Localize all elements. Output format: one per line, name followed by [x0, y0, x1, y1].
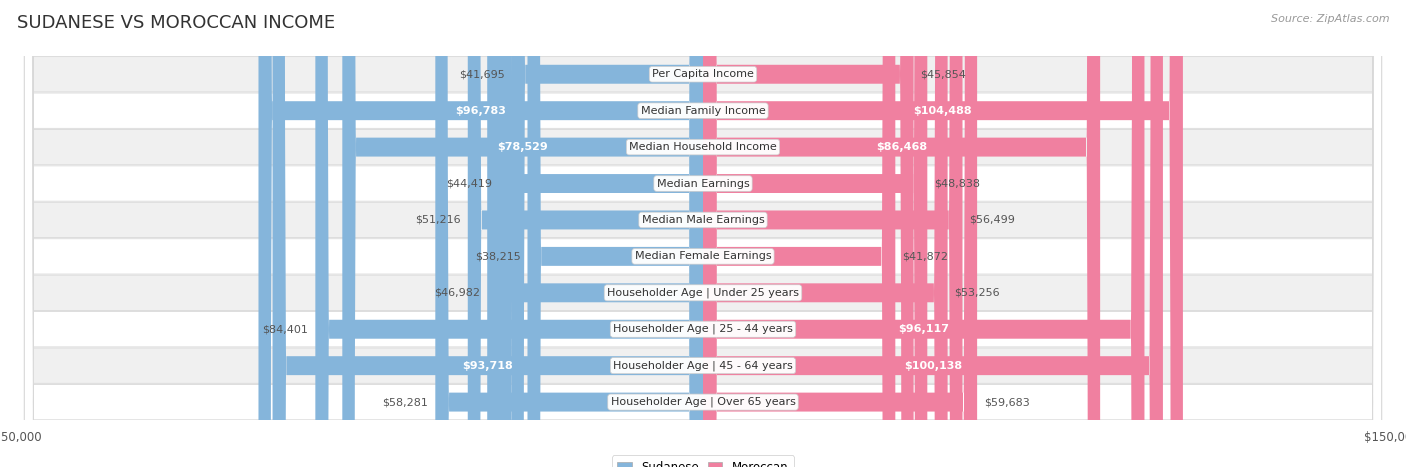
- Text: $84,401: $84,401: [263, 324, 308, 334]
- FancyBboxPatch shape: [703, 0, 1163, 467]
- FancyBboxPatch shape: [703, 0, 977, 467]
- FancyBboxPatch shape: [259, 0, 703, 467]
- FancyBboxPatch shape: [703, 0, 963, 467]
- Text: $41,872: $41,872: [903, 251, 948, 262]
- FancyBboxPatch shape: [703, 0, 1144, 467]
- Text: Per Capita Income: Per Capita Income: [652, 69, 754, 79]
- Text: SUDANESE VS MOROCCAN INCOME: SUDANESE VS MOROCCAN INCOME: [17, 14, 335, 32]
- Text: Householder Age | Under 25 years: Householder Age | Under 25 years: [607, 288, 799, 298]
- Text: Median Family Income: Median Family Income: [641, 106, 765, 116]
- FancyBboxPatch shape: [24, 0, 1382, 467]
- FancyBboxPatch shape: [703, 0, 1182, 467]
- FancyBboxPatch shape: [499, 0, 703, 467]
- FancyBboxPatch shape: [703, 0, 928, 467]
- Text: $93,718: $93,718: [463, 361, 513, 371]
- FancyBboxPatch shape: [24, 0, 1382, 467]
- FancyBboxPatch shape: [24, 0, 1382, 467]
- FancyBboxPatch shape: [436, 0, 703, 467]
- FancyBboxPatch shape: [703, 0, 896, 467]
- Text: Median Earnings: Median Earnings: [657, 178, 749, 189]
- FancyBboxPatch shape: [24, 0, 1382, 467]
- Text: $41,695: $41,695: [458, 69, 505, 79]
- FancyBboxPatch shape: [527, 0, 703, 467]
- Text: $51,216: $51,216: [415, 215, 461, 225]
- FancyBboxPatch shape: [24, 0, 1382, 467]
- FancyBboxPatch shape: [24, 0, 1382, 467]
- FancyBboxPatch shape: [273, 0, 703, 467]
- Text: Median Male Earnings: Median Male Earnings: [641, 215, 765, 225]
- FancyBboxPatch shape: [488, 0, 703, 467]
- Text: $104,488: $104,488: [914, 106, 973, 116]
- Text: Median Female Earnings: Median Female Earnings: [634, 251, 772, 262]
- FancyBboxPatch shape: [24, 0, 1382, 467]
- FancyBboxPatch shape: [512, 0, 703, 467]
- Text: $56,499: $56,499: [969, 215, 1015, 225]
- Text: $45,854: $45,854: [921, 69, 966, 79]
- FancyBboxPatch shape: [703, 0, 1099, 467]
- Text: Householder Age | 25 - 44 years: Householder Age | 25 - 44 years: [613, 324, 793, 334]
- FancyBboxPatch shape: [342, 0, 703, 467]
- Text: $53,256: $53,256: [955, 288, 1000, 298]
- Text: $38,215: $38,215: [475, 251, 520, 262]
- FancyBboxPatch shape: [468, 0, 703, 467]
- Legend: Sudanese, Moroccan: Sudanese, Moroccan: [612, 455, 794, 467]
- Text: Householder Age | 45 - 64 years: Householder Age | 45 - 64 years: [613, 361, 793, 371]
- FancyBboxPatch shape: [703, 0, 948, 467]
- Text: Median Household Income: Median Household Income: [628, 142, 778, 152]
- Text: $58,281: $58,281: [382, 397, 429, 407]
- FancyBboxPatch shape: [24, 0, 1382, 467]
- Text: $46,982: $46,982: [434, 288, 481, 298]
- Text: $44,419: $44,419: [446, 178, 492, 189]
- Text: $100,138: $100,138: [904, 361, 962, 371]
- Text: $59,683: $59,683: [984, 397, 1029, 407]
- Text: $48,838: $48,838: [934, 178, 980, 189]
- FancyBboxPatch shape: [24, 0, 1382, 467]
- Text: $96,783: $96,783: [456, 106, 506, 116]
- Text: Source: ZipAtlas.com: Source: ZipAtlas.com: [1271, 14, 1389, 24]
- Text: $86,468: $86,468: [876, 142, 927, 152]
- Text: $96,117: $96,117: [898, 324, 949, 334]
- FancyBboxPatch shape: [703, 0, 914, 467]
- Text: $78,529: $78,529: [498, 142, 548, 152]
- FancyBboxPatch shape: [315, 0, 703, 467]
- FancyBboxPatch shape: [24, 0, 1382, 467]
- Text: Householder Age | Over 65 years: Householder Age | Over 65 years: [610, 397, 796, 407]
